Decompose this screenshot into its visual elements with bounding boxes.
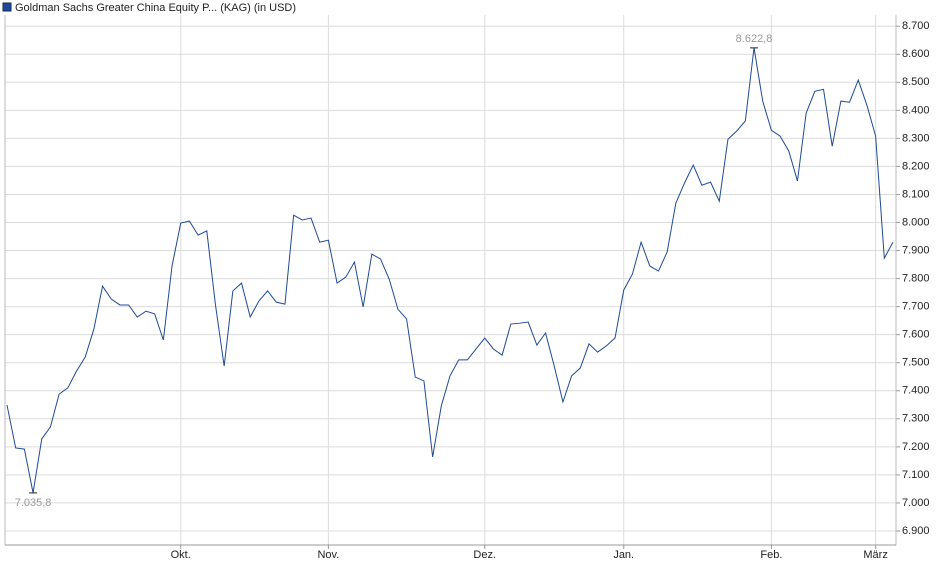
y-tick-label: 7.400 xyxy=(902,385,930,397)
x-tick-label: Dez. xyxy=(473,549,496,561)
y-tick-label: 7.500 xyxy=(902,357,930,369)
line-series xyxy=(6,47,894,493)
y-tick-label: 7.900 xyxy=(902,244,930,256)
x-tick-label: Okt. xyxy=(171,549,191,561)
y-tick-label: 8.000 xyxy=(902,216,930,228)
y-tick-label: 7.300 xyxy=(902,413,930,425)
x-tick-label: Jan. xyxy=(613,549,634,561)
y-tick-label: 8.700 xyxy=(902,20,930,32)
y-tick-label: 8.200 xyxy=(902,160,930,172)
y-tick-label: 7.200 xyxy=(902,441,930,453)
y-tick-label: 7.100 xyxy=(902,469,930,481)
annotation-label: 7.035,8 xyxy=(15,497,52,509)
legend-swatch xyxy=(2,2,12,12)
y-tick-label: 6.900 xyxy=(902,525,930,537)
x-tick-label: März xyxy=(863,549,887,561)
y-tick-label: 7.000 xyxy=(902,497,930,509)
y-tick-label: 8.600 xyxy=(902,48,930,60)
y-tick-label: 7.600 xyxy=(902,329,930,341)
x-tick-label: Nov. xyxy=(317,549,339,561)
y-tick-label: 7.800 xyxy=(902,273,930,285)
y-tick-label: 8.100 xyxy=(902,188,930,200)
legend-label: Goldman Sachs Greater China Equity P... … xyxy=(15,2,296,14)
y-tick-label: 8.400 xyxy=(902,104,930,116)
y-tick-label: 8.500 xyxy=(902,76,930,88)
y-tick-label: 7.700 xyxy=(902,301,930,313)
x-tick-label: Feb. xyxy=(760,549,782,561)
y-tick-label: 8.300 xyxy=(902,132,930,144)
annotation-label: 8.622,8 xyxy=(736,33,773,45)
